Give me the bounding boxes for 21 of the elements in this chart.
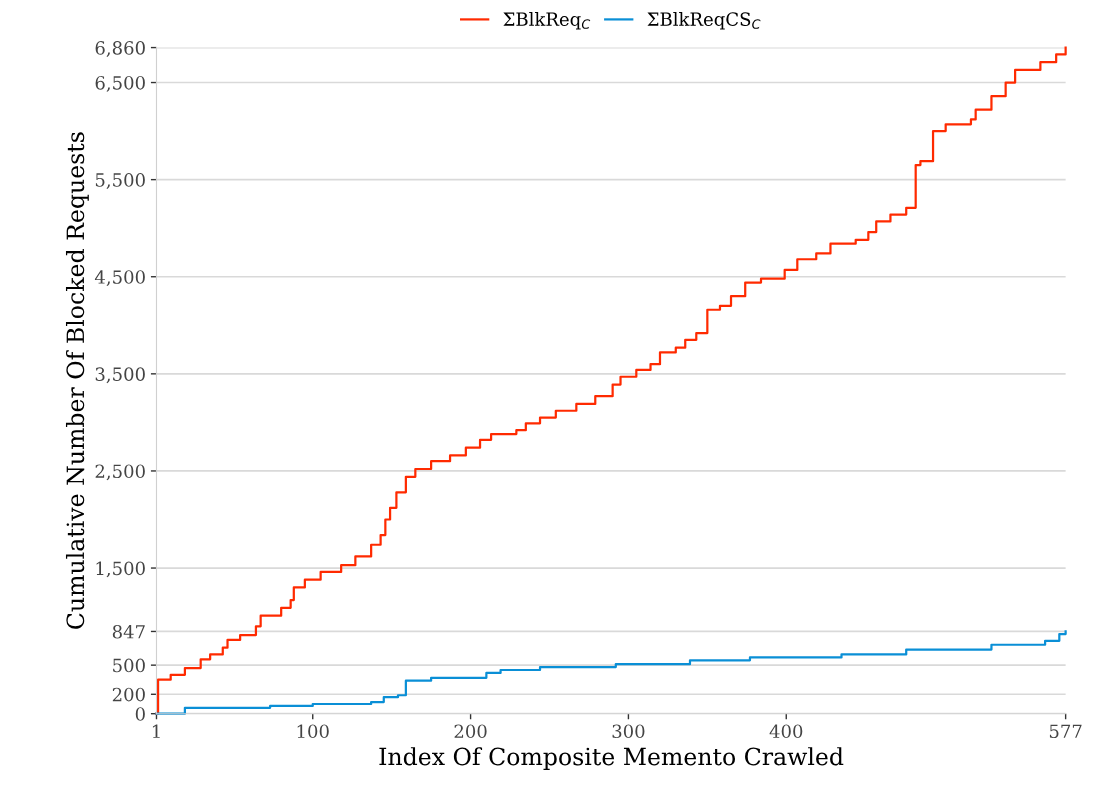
legend-label: ΣBlkReqCS$_{C}$	[647, 12, 761, 30]
y-tick-label: 6,860	[95, 41, 145, 57]
y-tick-label: 6,500	[95, 76, 145, 92]
x-tick-label: 300	[612, 724, 645, 739]
x-tick-label: 400	[769, 724, 803, 739]
legend-label: ΣBlkReq$_{C}$	[503, 12, 591, 30]
y-tick-label: 200	[112, 687, 145, 702]
x-tick-label: 577	[1049, 724, 1082, 739]
x-tick-label: 100	[297, 724, 329, 739]
y-axis-title: Cumulative Number Of Blocked Requests	[65, 132, 89, 629]
y-tick-label: 4,500	[94, 270, 145, 287]
x-axis-title: Index Of Composite Memento Crawled	[379, 747, 844, 770]
y-tick-label: 2,500	[95, 464, 145, 481]
x-tick-label: 200	[454, 724, 487, 739]
y-tick-label: 1,500	[96, 561, 145, 578]
y-tick-label: 3,500	[95, 367, 145, 384]
y-tick-label: 0	[135, 707, 145, 721]
y-tick-label: 500	[113, 658, 145, 673]
y-tick-label: 847	[112, 624, 145, 639]
x-tick-label: 1	[152, 724, 160, 738]
y-tick-label: 5,500	[95, 173, 145, 189]
